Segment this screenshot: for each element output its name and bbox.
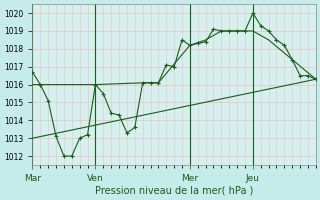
X-axis label: Pression niveau de la mer( hPa ): Pression niveau de la mer( hPa )	[95, 186, 253, 196]
